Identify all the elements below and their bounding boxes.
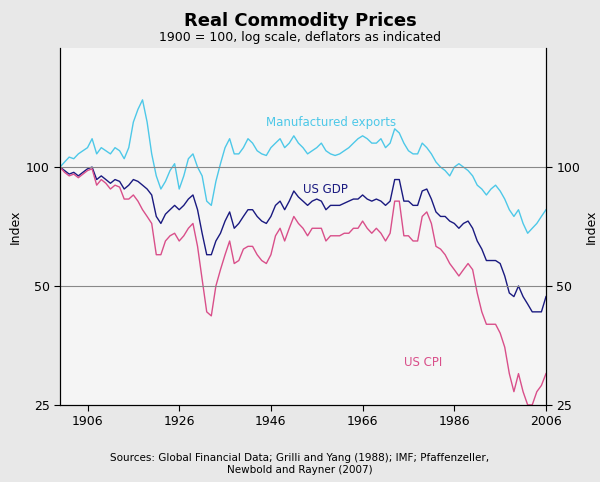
Text: US CPI: US CPI: [404, 356, 442, 369]
Text: Real Commodity Prices: Real Commodity Prices: [184, 12, 416, 30]
Text: 1900 = 100, log scale, deflators as indicated: 1900 = 100, log scale, deflators as indi…: [159, 31, 441, 44]
Y-axis label: Index: Index: [584, 209, 598, 244]
Text: Sources: Global Financial Data; Grilli and Yang (1988); IMF; Pfaffenzeller,
Newb: Sources: Global Financial Data; Grilli a…: [110, 453, 490, 475]
Text: US GDP: US GDP: [303, 183, 348, 196]
Text: Manufactured exports: Manufactured exports: [266, 116, 397, 129]
Y-axis label: Index: Index: [8, 209, 22, 244]
